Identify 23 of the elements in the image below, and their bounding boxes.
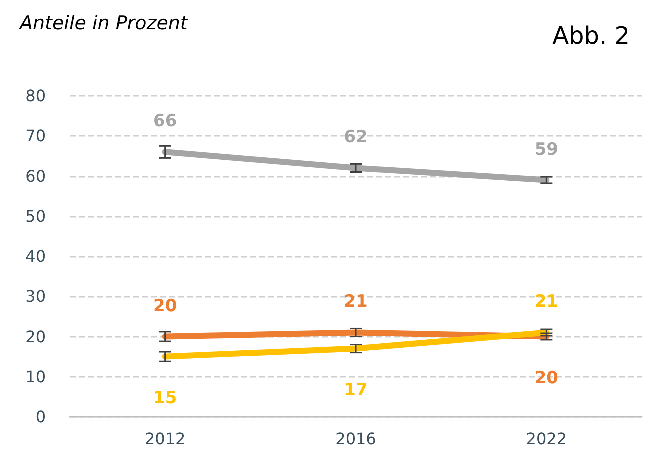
y-tick-label: 70 (26, 126, 46, 146)
data-label: 62 (344, 128, 368, 148)
y-tick-label: 80 (26, 86, 46, 106)
data-label: 20 (534, 368, 559, 388)
y-axis-title: Anteile in Prozent (18, 12, 190, 34)
caption: Abb. 2 (552, 22, 630, 50)
data-label: 66 (153, 112, 178, 132)
y-tick-label: 60 (26, 166, 46, 186)
y-tick-label: 0 (36, 408, 46, 426)
data-label: 20 (153, 296, 178, 316)
y-tick-label: 20 (26, 327, 46, 346)
y-tick-label: 10 (26, 367, 46, 386)
x-tick-label: 2016 (336, 430, 376, 448)
y-tick-label: 40 (26, 247, 46, 266)
data-label: 21 (344, 292, 368, 312)
data-label: 59 (534, 140, 559, 160)
data-label: 17 (344, 380, 368, 400)
data-label: 21 (534, 292, 559, 312)
y-tick-label: 50 (26, 206, 46, 226)
data-label: 15 (153, 388, 178, 408)
x-tick-label: 2022 (526, 430, 568, 448)
x-tick-label: 2012 (144, 430, 186, 448)
y-tick-label: 30 (26, 287, 46, 306)
